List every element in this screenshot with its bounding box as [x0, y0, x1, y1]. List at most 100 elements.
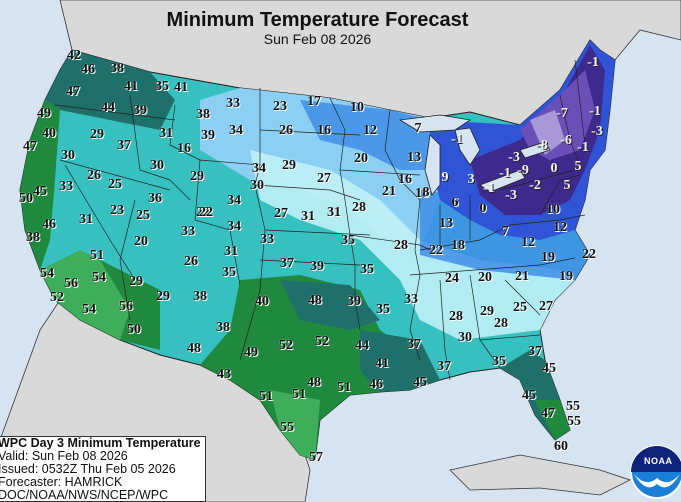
temperature-label: 57 [309, 450, 323, 465]
temperature-label: 35 [155, 79, 169, 94]
temperature-label: 45 [33, 184, 47, 199]
temperature-label: 7 [501, 224, 509, 239]
temperature-label: 33 [260, 232, 274, 247]
temperature-label: -1 [577, 140, 589, 155]
temperature-label: 22 [429, 243, 443, 258]
temperature-label: 10 [546, 202, 560, 217]
temperature-label: 38 [196, 107, 210, 122]
temperature-label: 31 [224, 244, 238, 259]
temperature-label: 42 [67, 48, 81, 63]
temperature-label: 20 [478, 270, 492, 285]
temperature-label: 33 [226, 96, 240, 111]
temperature-label: 33 [404, 292, 418, 307]
temperature-label: 38 [193, 289, 207, 304]
legend-valid: Valid: Sun Feb 08 2026 [0, 449, 128, 463]
temperature-label: 56 [119, 299, 133, 314]
temperature-label: 46 [42, 217, 56, 232]
temperature-label: 47 [23, 139, 37, 154]
temperature-label: 39 [133, 103, 147, 118]
temperature-label: 40 [42, 126, 56, 141]
temperature-label: 3 [467, 172, 475, 187]
temperature-label: 45 [413, 375, 427, 390]
temperature-label: 8 [422, 185, 430, 200]
temperature-label: 52 [315, 334, 329, 349]
temperature-label: 23 [273, 99, 287, 114]
temperature-label: 25 [108, 177, 122, 192]
temperature-label: -2 [529, 178, 541, 193]
temperature-label: 28 [394, 238, 408, 253]
map-subtitle: Sun Feb 08 2026 [263, 31, 372, 47]
temperature-label: 51 [259, 389, 273, 404]
temperature-label: 33 [181, 224, 195, 239]
temperature-label: 25 [513, 300, 527, 315]
temperature-label: 35 [492, 354, 506, 369]
temperature-label: 12 [553, 220, 567, 235]
temperature-label: 24 [445, 271, 459, 286]
temperature-label: -7 [556, 106, 568, 121]
temperature-label: -6 [560, 133, 572, 148]
temperature-label: 20 [134, 234, 148, 249]
temperature-label: 31 [301, 209, 315, 224]
temperature-label: 46 [369, 377, 383, 392]
temperature-label: 44 [355, 338, 369, 353]
temperature-label: 37 [437, 359, 451, 374]
temperature-label: 27 [539, 299, 553, 314]
temperature-label: 34 [227, 219, 241, 234]
temperature-label: 55 [567, 414, 581, 429]
temperature-label: 10 [350, 100, 364, 115]
temperature-label: 27 [274, 206, 288, 221]
temperature-label: 29 [90, 127, 104, 142]
temperature-label: 7 [414, 121, 422, 136]
temperature-label: 29 [190, 169, 204, 184]
temperature-label: 18 [451, 238, 465, 253]
temperature-label: 19 [559, 269, 573, 284]
temperature-label: 16 [398, 172, 412, 187]
temperature-label: 16 [177, 141, 191, 156]
temperature-label: 33 [59, 179, 73, 194]
temperature-label: 34 [252, 161, 266, 176]
temperature-label: 29 [156, 289, 170, 304]
temperature-label: 25 [136, 208, 150, 223]
temperature-label: 47 [66, 84, 80, 99]
temperature-label: -1 [451, 132, 463, 147]
temperature-label: 31 [159, 126, 173, 141]
temperature-label: 5 [574, 159, 582, 174]
noaa-logo-text: NOAA [644, 456, 673, 466]
temperature-label: 56 [64, 276, 78, 291]
temperature-label: 38 [216, 320, 230, 335]
temperature-label: 0 [479, 201, 487, 216]
temperature-label: 5 [563, 178, 571, 193]
temperature-label: 36 [148, 191, 162, 206]
temperature-label: -1 [499, 166, 511, 181]
temperature-label: 38 [26, 230, 40, 245]
temperature-label: 20 [354, 151, 368, 166]
temperature-label: 31 [79, 212, 93, 227]
temperature-label: 48 [308, 293, 322, 308]
temperature-label: 35 [222, 265, 236, 280]
temperature-label: 21 [515, 269, 529, 284]
temperature-label: 31 [327, 205, 341, 220]
map-title: Minimum Temperature Forecast [166, 9, 469, 31]
temperature-label: 30 [61, 148, 75, 163]
temperature-label: 55 [280, 420, 294, 435]
legend-issued: Issued: 0532Z Thu Feb 05 2026 [0, 462, 176, 476]
temperature-label: 28 [494, 316, 508, 331]
temperature-label: 41 [375, 356, 389, 371]
temperature-label: 39 [201, 128, 215, 143]
temperature-label: 13 [407, 150, 421, 165]
temperature-label: -8 [536, 138, 548, 153]
temperature-label: 29 [129, 274, 143, 289]
temperature-label: 44 [101, 100, 115, 115]
temperature-label: 51 [292, 387, 306, 402]
forecast-info-box: WPC Day 3 Minimum Temperature Valid: Sun… [0, 436, 206, 502]
temperature-label: 6 [451, 195, 459, 210]
temperature-label: 35 [360, 262, 374, 277]
temperature-label: 54 [40, 266, 54, 281]
temperature-label: 38 [110, 61, 124, 76]
temperature-label: 29 [480, 304, 494, 319]
temperature-label: 55 [566, 399, 580, 414]
legend-heading: WPC Day 3 Minimum Temperature [0, 436, 201, 450]
temperature-label: 37 [280, 256, 294, 271]
temperature-label: 12 [363, 123, 377, 138]
